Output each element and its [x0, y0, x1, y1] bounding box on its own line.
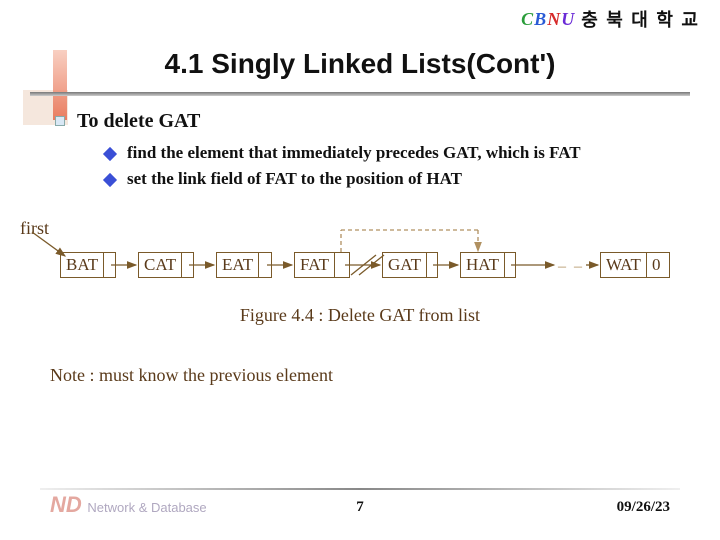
university-logo: CBNU 충 북 대 학 교 — [521, 6, 700, 32]
node-label: EAT — [217, 253, 259, 277]
list-node: CAT — [138, 252, 194, 278]
title-underline — [30, 92, 690, 96]
node-label: FAT — [295, 253, 335, 277]
node-pointer-cell — [505, 253, 515, 277]
node-label: GAT — [383, 253, 427, 277]
list-node-tail: WAT0 — [600, 252, 670, 278]
first-pointer-label: first — [20, 218, 49, 239]
list-node: BAT — [60, 252, 116, 278]
node-pointer-cell — [259, 253, 269, 277]
list-node: HAT — [460, 252, 516, 278]
node-null-ptr: 0 — [647, 253, 666, 277]
node-pointer-cell — [427, 253, 437, 277]
list-node: GAT — [382, 252, 438, 278]
bullet-text: set the link field of FAT to the positio… — [127, 169, 462, 189]
page-number: 7 — [0, 499, 720, 516]
bullet-item: find the element that immediately preced… — [105, 143, 690, 163]
diamond-icon — [103, 147, 117, 161]
logo-abbr: CBNU — [521, 9, 575, 30]
node-pointer-cell — [335, 253, 345, 277]
section-heading: To delete GAT — [77, 110, 200, 132]
list-node: EAT — [216, 252, 272, 278]
ellipsis: – – — [558, 258, 584, 276]
node-pointer-cell — [104, 253, 114, 277]
node-label: HAT — [461, 253, 505, 277]
section-heading-row: To delete GAT — [55, 110, 690, 133]
node-label: BAT — [61, 253, 104, 277]
linked-list-diagram: BAT CAT EAT FAT GAT HAT WAT0 – – — [60, 248, 690, 288]
section-icon — [55, 116, 65, 126]
figure-caption: Figure 4.4 : Delete GAT from list — [0, 305, 720, 326]
node-pointer-cell — [182, 253, 192, 277]
note-text: Note : must know the previous element — [50, 365, 333, 386]
bullet-item: set the link field of FAT to the positio… — [105, 169, 690, 189]
diamond-icon — [103, 173, 117, 187]
node-label: CAT — [139, 253, 182, 277]
content-area: To delete GAT find the element that imme… — [55, 110, 690, 195]
list-node: FAT — [294, 252, 350, 278]
bullet-text: find the element that immediately preced… — [127, 143, 581, 163]
node-label: WAT — [601, 253, 647, 277]
footer-rule — [40, 488, 680, 490]
logo-korean: 충 북 대 학 교 — [581, 6, 700, 32]
footer-date: 09/26/23 — [617, 499, 670, 516]
bullet-list: find the element that immediately preced… — [105, 143, 690, 189]
slide-title: 4.1 Singly Linked Lists(Cont') — [0, 48, 720, 80]
